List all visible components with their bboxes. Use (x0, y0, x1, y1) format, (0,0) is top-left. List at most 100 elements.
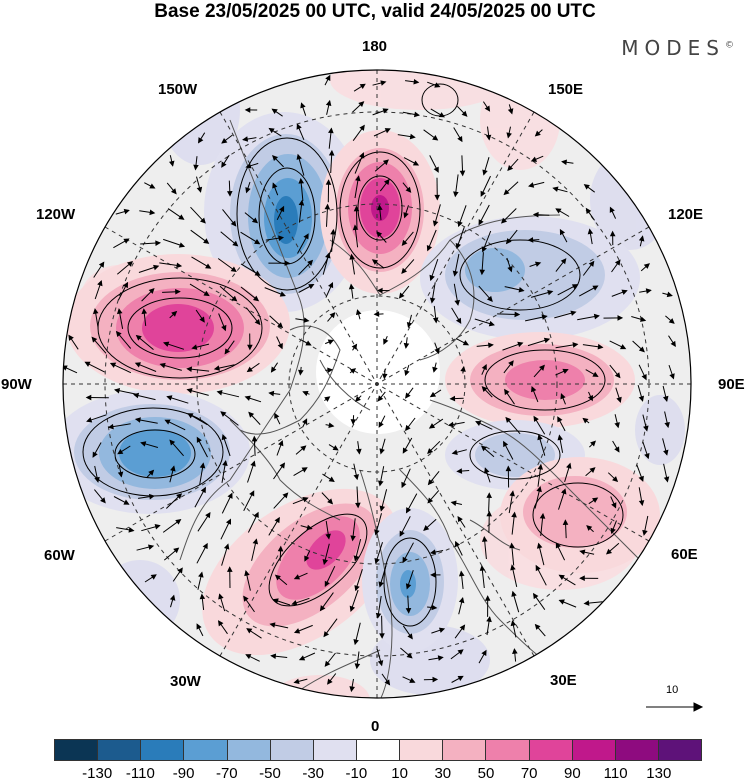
contour-lines (82, 83, 624, 627)
wind-vector-head (503, 189, 510, 196)
wind-vector-head (481, 649, 487, 657)
wind-vector-head (253, 295, 260, 302)
wind-vector-head (379, 505, 386, 512)
colorbar-segment (400, 740, 444, 760)
lon-label-30e: 30E (550, 672, 577, 689)
wind-vector-head (668, 318, 675, 324)
wind-vector-head (330, 228, 336, 235)
wind-vector-head (277, 322, 284, 329)
wind-vector-head (642, 529, 648, 536)
wind-vector-head (354, 663, 361, 670)
wind-vector-head (270, 653, 277, 659)
wind-vector-head (284, 260, 291, 267)
wind-vector-head (327, 339, 335, 345)
wind-vector-head (278, 235, 285, 241)
wind-vector-head (170, 188, 177, 195)
wind-vector-head (352, 224, 359, 231)
wind-vector-head (434, 194, 440, 201)
wind-vector-head (405, 583, 412, 590)
wind-vector-head (509, 542, 515, 549)
wind-vector-head (579, 549, 586, 556)
wind-vector-head (134, 362, 141, 368)
wind-vector-head (461, 110, 468, 117)
colorbar-segment (55, 740, 99, 760)
wind-vector-head (401, 239, 408, 246)
wind-vector-head (268, 127, 275, 134)
wind-vector-head (486, 616, 492, 623)
wind-vector-head (254, 270, 261, 276)
wind-vector-head (486, 295, 493, 302)
wind-vector-head (638, 235, 645, 242)
wind-vector-head (409, 133, 416, 140)
colorbar-segment (658, 740, 702, 760)
wind-vector-head (530, 156, 538, 162)
wind-vector-head (374, 557, 380, 565)
wind-vector-head (383, 338, 389, 345)
lon-label-30w: 30W (170, 673, 201, 690)
wind-vector-head (382, 159, 389, 166)
wind-vector-head (98, 261, 105, 268)
wind-vector-head (405, 392, 411, 399)
wind-vector-head (175, 519, 182, 525)
wind-vector-head (376, 231, 383, 238)
wind-vector-head (378, 421, 384, 428)
wind-vector-head (282, 492, 289, 499)
wind-vector-head (609, 206, 615, 213)
wind-vector-head (380, 80, 387, 86)
wind-vector-head (378, 480, 384, 487)
wind-vector-head (572, 342, 579, 348)
wind-vector-head (355, 502, 361, 509)
wind-vector-head (155, 240, 162, 246)
wind-vector-head (149, 183, 156, 189)
wind-vector-head (644, 452, 650, 460)
wind-vector-head (225, 518, 231, 525)
wind-vector-head (666, 291, 673, 298)
wind-vector-head (438, 112, 445, 118)
wind-vector-head (203, 290, 210, 297)
wind-vector-head (196, 623, 202, 630)
wind-vector-head (402, 447, 408, 454)
lon-label-150w: 150W (158, 81, 198, 98)
wind-vector-head (176, 493, 183, 500)
wind-vector-head (148, 288, 155, 294)
wind-vector-head (163, 341, 170, 347)
wind-vector-head (324, 203, 331, 210)
wind-vector-head (459, 624, 466, 631)
wind-vectors (63, 74, 676, 693)
wind-vector-head (85, 394, 92, 401)
wind-vector-head (616, 396, 622, 403)
wind-vector-head (583, 600, 590, 606)
wind-vector-head (272, 598, 279, 604)
wind-vector-head (484, 105, 491, 112)
colorbar-segment (443, 740, 487, 760)
wind-vector-head (349, 253, 355, 260)
wind-vector-head (404, 369, 410, 377)
wind-vector-head (511, 511, 517, 518)
wind-vector-head (319, 605, 326, 612)
wind-vector-head (638, 395, 645, 402)
wind-vector-head (242, 136, 249, 142)
wind-vector-head (552, 186, 559, 192)
wind-vector-head (91, 336, 98, 343)
wind-vector-head (566, 462, 572, 469)
wind-vector-head (193, 164, 199, 171)
wind-vector-head (449, 395, 456, 402)
wind-vector-head (614, 259, 621, 266)
colorbar-segment (184, 740, 228, 760)
wind-vector-head (557, 416, 563, 423)
wind-vector-head (532, 211, 539, 218)
wind-vector-head (505, 238, 512, 245)
wind-vector-head (198, 571, 204, 578)
wind-vector-head (381, 373, 388, 380)
wind-vector-head (359, 152, 365, 159)
wind-vector-head (296, 123, 302, 130)
wind-vector-head (248, 411, 255, 418)
wind-vector-head (278, 440, 284, 447)
colorbar-segment (313, 740, 357, 760)
wind-vector-head (117, 448, 124, 455)
wind-vector-head (272, 182, 278, 189)
colorbar-tick-label: -10 (345, 765, 368, 782)
wind-vector-head (643, 425, 649, 432)
wind-vector-head (246, 628, 253, 634)
wind-vector-head (547, 289, 554, 296)
